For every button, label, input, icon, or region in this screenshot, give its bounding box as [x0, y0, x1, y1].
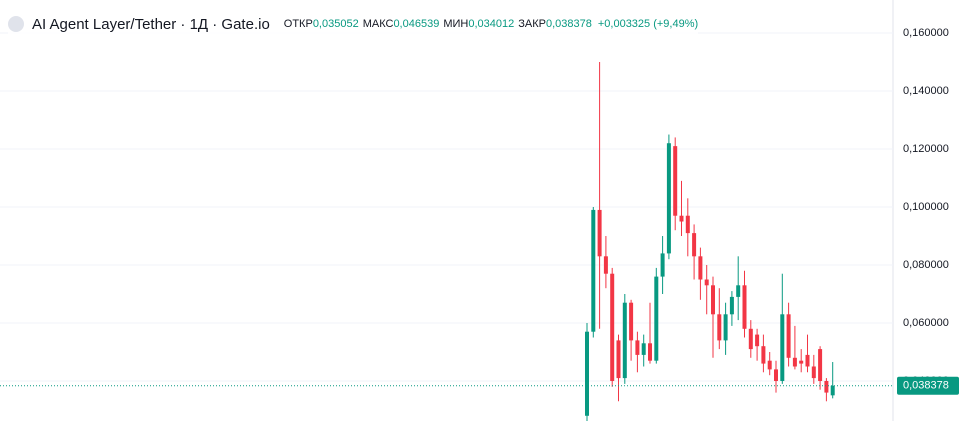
candle-body [698, 256, 703, 280]
candle-body [761, 346, 766, 364]
ohlc-value: 0,035052 [312, 18, 359, 30]
candle-body [723, 314, 728, 341]
last-price-label: 0,038378 [903, 380, 949, 392]
candle-body [717, 314, 722, 341]
y-tick-label: 0,160000 [903, 27, 949, 39]
candle-body [591, 209, 596, 332]
ohlc-value: 0,038378 [545, 18, 592, 30]
candle-body [616, 340, 621, 379]
candle-body [755, 334, 760, 347]
candle-body [711, 285, 715, 315]
candle-body [635, 340, 640, 355]
y-tick-label: 0,100000 [903, 201, 949, 213]
candle-body [641, 343, 646, 355]
candle-body [729, 296, 734, 315]
candle-body [648, 343, 652, 361]
y-tick-label: 0,120000 [903, 143, 949, 155]
candle-body [654, 276, 659, 361]
candle-body [742, 285, 747, 329]
legend-header: AI Agent Layer/Tether · 1Д · Gate.io ОТК… [8, 14, 699, 34]
last-price-box [897, 376, 959, 395]
candle-body [660, 253, 665, 277]
ohlc-label: МАКС [362, 18, 394, 30]
candle-body [805, 354, 810, 367]
candle-body [610, 273, 615, 381]
ohlc-label: ЗАКР [518, 18, 546, 30]
ohlc-label: ОТКР [283, 18, 313, 30]
candle-body [748, 328, 753, 350]
candle-body [767, 360, 772, 370]
candle-body [679, 215, 684, 222]
ohlc-value: 0,046539 [393, 18, 440, 30]
y-tick-label: 0,060000 [903, 317, 949, 329]
candle-body [704, 279, 709, 286]
candle-body [786, 314, 791, 358]
candle-body [666, 143, 671, 254]
candle-body [673, 146, 678, 216]
symbol-icon [8, 16, 24, 32]
candle-body [622, 302, 627, 379]
chart-title: AI Agent Layer/Tether · 1Д · Gate.io [32, 15, 270, 33]
candle-body [774, 369, 778, 381]
ohlc-label: МИН [443, 18, 469, 30]
candle-body [585, 331, 589, 416]
candle-body [629, 302, 634, 341]
candle-body [811, 366, 816, 379]
ohlc-value: 0,034012 [468, 18, 515, 30]
y-tick-label: 0,140000 [903, 85, 949, 97]
candle-body [736, 285, 741, 297]
candle-body [792, 357, 797, 367]
candle-body [603, 256, 608, 274]
candle-body [830, 385, 835, 396]
candle-body [799, 360, 804, 364]
candle-body [685, 215, 690, 234]
candle-body [597, 209, 602, 257]
candle-body [818, 349, 823, 381]
candle-body [824, 380, 829, 393]
candle-body [692, 233, 697, 257]
change: +0,003325 (+9,49%) [597, 18, 699, 30]
candle-body [780, 314, 785, 381]
y-tick-label: 0,080000 [903, 259, 949, 271]
